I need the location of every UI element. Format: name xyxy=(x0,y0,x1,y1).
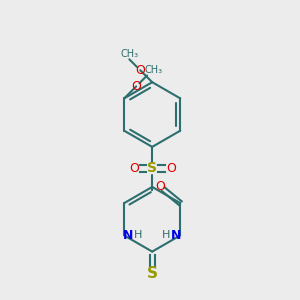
Text: N: N xyxy=(123,229,133,242)
Text: N: N xyxy=(171,229,182,242)
Text: O: O xyxy=(131,80,141,93)
Text: S: S xyxy=(147,266,158,281)
Text: O: O xyxy=(166,162,175,175)
Text: CH₃: CH₃ xyxy=(120,49,138,59)
Text: CH₃: CH₃ xyxy=(144,65,162,75)
Text: O: O xyxy=(135,64,145,77)
Text: O: O xyxy=(155,180,165,193)
Text: O: O xyxy=(129,162,139,175)
Text: H: H xyxy=(162,230,170,240)
Text: H: H xyxy=(134,230,142,240)
Text: S: S xyxy=(147,161,157,176)
